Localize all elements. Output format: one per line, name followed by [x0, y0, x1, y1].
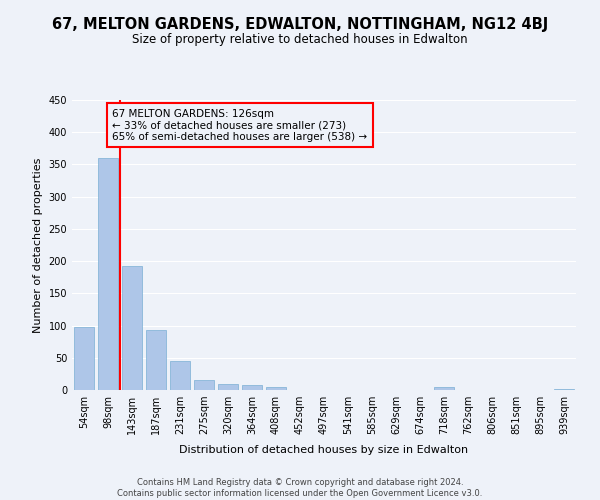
Bar — [218, 384, 238, 390]
X-axis label: Distribution of detached houses by size in Edwalton: Distribution of detached houses by size … — [179, 446, 469, 456]
Bar — [146, 330, 166, 390]
Bar — [554, 388, 574, 390]
Bar — [434, 388, 454, 390]
Text: Contains HM Land Registry data © Crown copyright and database right 2024.
Contai: Contains HM Land Registry data © Crown c… — [118, 478, 482, 498]
Bar — [98, 158, 118, 390]
Text: Size of property relative to detached houses in Edwalton: Size of property relative to detached ho… — [132, 32, 468, 46]
Bar — [266, 387, 286, 390]
Bar — [122, 266, 142, 390]
Bar — [194, 380, 214, 390]
Text: 67, MELTON GARDENS, EDWALTON, NOTTINGHAM, NG12 4BJ: 67, MELTON GARDENS, EDWALTON, NOTTINGHAM… — [52, 18, 548, 32]
Bar — [242, 386, 262, 390]
Text: 67 MELTON GARDENS: 126sqm
← 33% of detached houses are smaller (273)
65% of semi: 67 MELTON GARDENS: 126sqm ← 33% of detac… — [112, 108, 367, 142]
Y-axis label: Number of detached properties: Number of detached properties — [33, 158, 43, 332]
Bar — [170, 361, 190, 390]
Bar — [74, 327, 94, 390]
